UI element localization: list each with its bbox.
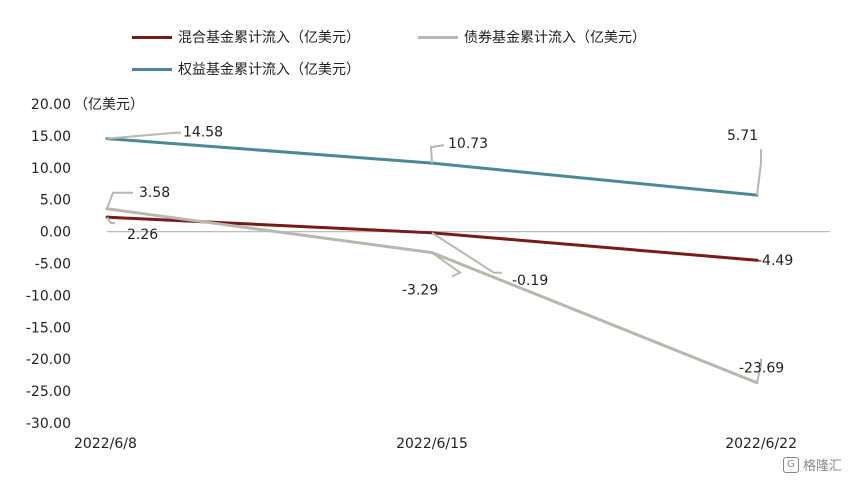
data-label: 5.71 (727, 128, 758, 144)
data-label-leader (756, 149, 762, 196)
y-tick-label: 20.00 (31, 97, 71, 113)
watermark-text: 格隆汇 (802, 459, 842, 474)
legend-swatch-equity (132, 67, 172, 71)
y-tick-label: -10.00 (26, 288, 71, 304)
legend-label-mixed: 混合基金累计流入（亿美元） (178, 30, 360, 46)
data-point (755, 258, 759, 262)
y-tick-label: 15.00 (31, 129, 71, 145)
legend-item-equity: 权益基金累计流入（亿美元） (132, 59, 360, 79)
y-tick-label: -30.00 (26, 416, 71, 432)
data-label: 2.26 (127, 227, 158, 243)
data-label: -3.29 (402, 283, 438, 299)
data-label-leader (431, 231, 502, 274)
y-tick-label: -15.00 (26, 320, 71, 336)
data-label: -23.69 (739, 361, 784, 377)
data-label-leader (431, 251, 462, 278)
data-label: 3.58 (139, 185, 170, 201)
x-tick-label: 2022/6/15 (396, 436, 468, 452)
legend-label-bond: 债券基金累计流入（亿美元） (464, 30, 646, 46)
y-axis-unit-label: （亿美元） (74, 97, 144, 113)
y-tick-label: 10.00 (31, 161, 71, 177)
data-label-leader (106, 191, 133, 210)
legend-swatch-bond (418, 35, 458, 39)
legend-item-bond: 债券基金累计流入（亿美元） (418, 27, 646, 47)
legend-label-equity: 权益基金累计流入（亿美元） (178, 62, 360, 78)
data-label: -4.49 (757, 253, 793, 269)
data-label-leader (106, 216, 115, 225)
y-tick-label: -20.00 (26, 352, 71, 368)
data-label: -0.19 (512, 273, 548, 289)
logo-icon: G (782, 456, 799, 473)
data-label-leader (106, 131, 181, 140)
chart-legend: 混合基金累计流入（亿美元） 债券基金累计流入（亿美元） 权益基金累计流入（亿美元… (0, 0, 850, 90)
watermark: G 格隆汇 (782, 455, 842, 474)
legend-swatch-mixed (132, 35, 172, 39)
y-tick-label: 5.00 (40, 193, 71, 209)
y-tick-label: -5.00 (35, 257, 71, 273)
data-label: 14.58 (183, 125, 223, 141)
data-label-leader (756, 358, 762, 383)
y-tick-label: -25.00 (26, 384, 71, 400)
data-label-leader (429, 144, 445, 164)
legend-item-mixed: 混合基金累计流入（亿美元） (132, 27, 360, 47)
y-tick-label: 0.00 (40, 225, 71, 241)
data-label: 10.73 (448, 136, 488, 152)
x-tick-label: 2022/6/22 (725, 436, 797, 452)
x-tick-label: 2022/6/8 (74, 436, 137, 452)
